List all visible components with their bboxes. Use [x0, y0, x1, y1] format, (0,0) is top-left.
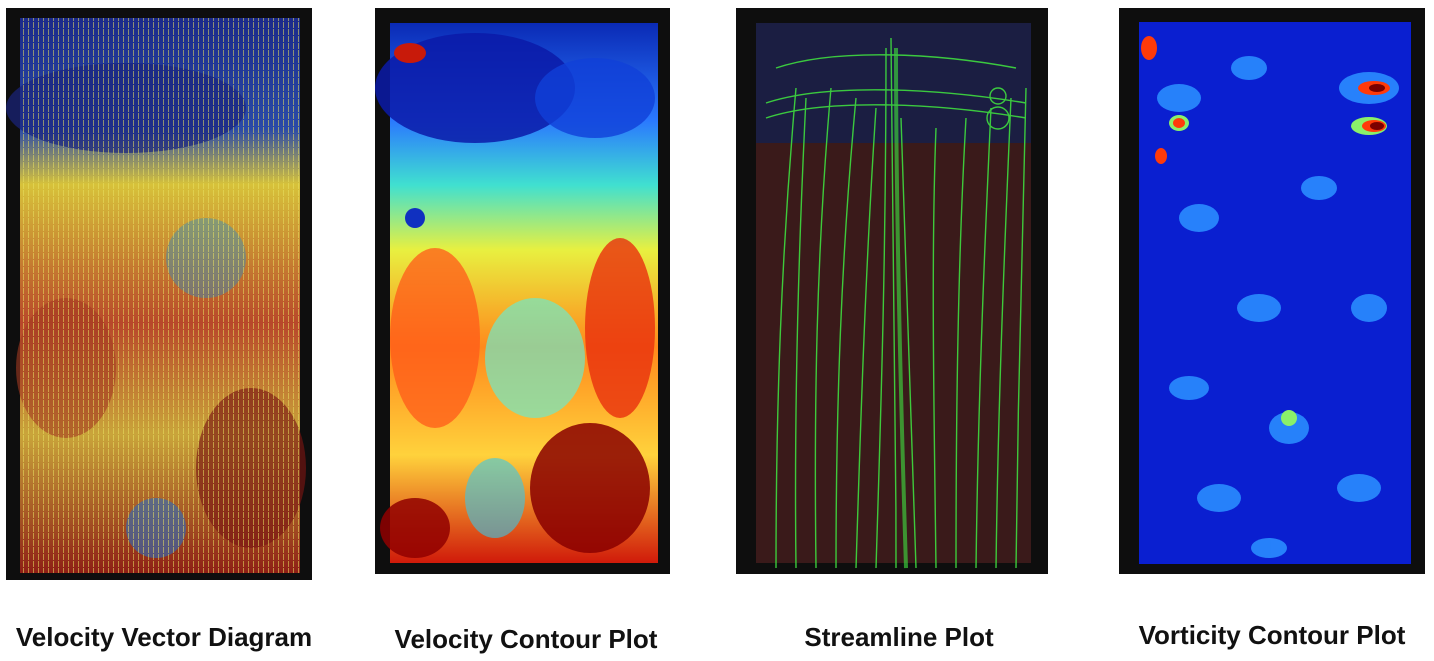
velocity-vector-field [6, 18, 306, 573]
streamline-image [736, 8, 1048, 574]
panel-caption: Streamline Plot [804, 622, 994, 652]
panel-caption: Velocity Contour Plot [394, 624, 658, 654]
vorticity-contour-field [1139, 22, 1411, 564]
streamline-field [756, 23, 1031, 569]
panel-caption: Vorticity Contour Plot [1138, 620, 1406, 650]
velocity-vector-image [6, 8, 312, 580]
vorticity-contour-image [1119, 8, 1425, 574]
velocity-contour-field [375, 23, 658, 563]
velocity-contour-image [375, 8, 670, 574]
panel-caption: Velocity Vector Diagram [15, 622, 313, 652]
